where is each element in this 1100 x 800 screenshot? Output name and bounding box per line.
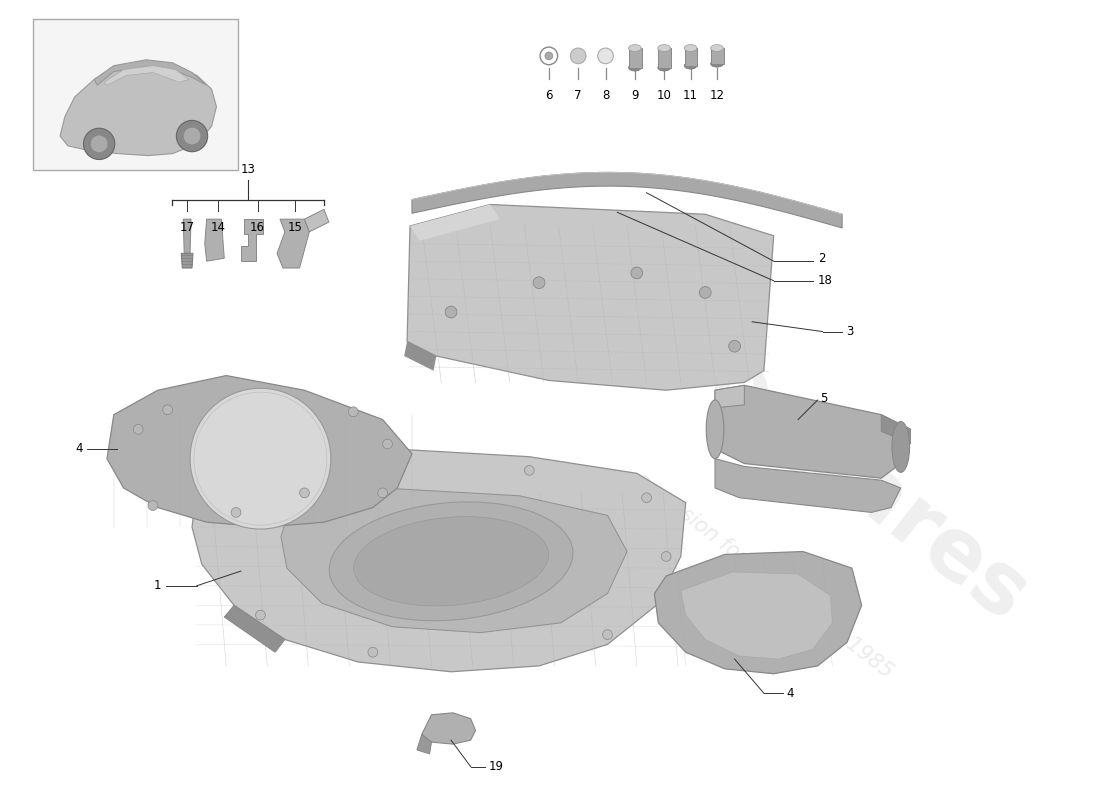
Circle shape: [700, 286, 711, 298]
Text: 10: 10: [657, 89, 672, 102]
Bar: [658, 48, 671, 68]
Circle shape: [525, 466, 535, 475]
Polygon shape: [197, 458, 285, 502]
Text: 1: 1: [153, 579, 161, 592]
Text: 15: 15: [287, 221, 303, 234]
Text: 4: 4: [75, 442, 82, 455]
Ellipse shape: [329, 502, 573, 621]
Polygon shape: [241, 219, 263, 261]
Polygon shape: [715, 458, 901, 513]
Text: 16: 16: [250, 221, 265, 234]
Circle shape: [133, 425, 143, 434]
Polygon shape: [192, 449, 685, 672]
Circle shape: [383, 439, 393, 449]
Text: a passion for detail since 1985: a passion for detail since 1985: [631, 470, 896, 682]
Text: 6: 6: [546, 89, 552, 102]
Circle shape: [176, 121, 208, 152]
Bar: [684, 48, 697, 66]
Bar: [711, 48, 724, 64]
Polygon shape: [404, 342, 437, 370]
Polygon shape: [305, 210, 329, 232]
Ellipse shape: [628, 64, 641, 71]
Polygon shape: [681, 572, 833, 659]
Circle shape: [377, 488, 387, 498]
Circle shape: [148, 501, 157, 510]
Polygon shape: [412, 172, 843, 228]
Ellipse shape: [684, 62, 697, 69]
Text: 17: 17: [179, 221, 195, 234]
Polygon shape: [654, 551, 861, 674]
Circle shape: [597, 48, 614, 64]
Polygon shape: [715, 386, 745, 408]
Polygon shape: [280, 488, 627, 633]
Circle shape: [84, 128, 114, 159]
Circle shape: [728, 340, 740, 352]
Circle shape: [90, 135, 108, 153]
Circle shape: [570, 48, 586, 64]
Circle shape: [641, 493, 651, 502]
Polygon shape: [410, 205, 500, 241]
Polygon shape: [104, 66, 189, 86]
Text: 8: 8: [602, 89, 609, 102]
Circle shape: [255, 610, 265, 620]
Text: 12: 12: [710, 89, 725, 102]
Circle shape: [184, 127, 201, 145]
Circle shape: [446, 306, 456, 318]
Circle shape: [368, 647, 377, 657]
Polygon shape: [407, 205, 773, 390]
Text: 19: 19: [488, 760, 503, 773]
Text: 5: 5: [821, 391, 828, 405]
Circle shape: [231, 507, 241, 518]
Ellipse shape: [658, 45, 671, 51]
Ellipse shape: [658, 64, 671, 71]
Text: 9: 9: [631, 89, 639, 102]
Ellipse shape: [711, 45, 724, 51]
Text: 2: 2: [817, 252, 825, 265]
Bar: [33, 18, 238, 170]
Bar: [629, 48, 641, 68]
Circle shape: [603, 630, 613, 639]
Circle shape: [631, 267, 642, 278]
Ellipse shape: [353, 517, 549, 606]
Text: 7: 7: [574, 89, 582, 102]
Text: eurospares: eurospares: [563, 238, 1043, 639]
Circle shape: [163, 405, 173, 414]
Polygon shape: [421, 713, 475, 744]
Text: 13: 13: [240, 163, 255, 176]
Circle shape: [661, 551, 671, 562]
Ellipse shape: [711, 60, 724, 67]
Polygon shape: [715, 386, 911, 478]
Ellipse shape: [892, 422, 910, 472]
Polygon shape: [60, 62, 217, 156]
Circle shape: [190, 388, 331, 529]
Polygon shape: [95, 60, 207, 86]
Polygon shape: [417, 734, 431, 754]
Circle shape: [299, 488, 309, 498]
Polygon shape: [182, 254, 192, 268]
Circle shape: [534, 277, 544, 289]
Polygon shape: [205, 219, 224, 261]
Text: 11: 11: [683, 89, 698, 102]
Polygon shape: [224, 606, 285, 652]
Ellipse shape: [684, 45, 697, 51]
Polygon shape: [184, 219, 191, 254]
Text: 3: 3: [846, 325, 854, 338]
Text: 14: 14: [211, 221, 226, 234]
Polygon shape: [881, 414, 911, 444]
Circle shape: [349, 407, 359, 417]
Ellipse shape: [706, 400, 724, 458]
Text: 18: 18: [817, 274, 833, 287]
Polygon shape: [107, 375, 412, 527]
Text: 4: 4: [786, 686, 794, 700]
Circle shape: [544, 52, 552, 60]
Polygon shape: [277, 219, 309, 268]
Ellipse shape: [628, 45, 641, 51]
